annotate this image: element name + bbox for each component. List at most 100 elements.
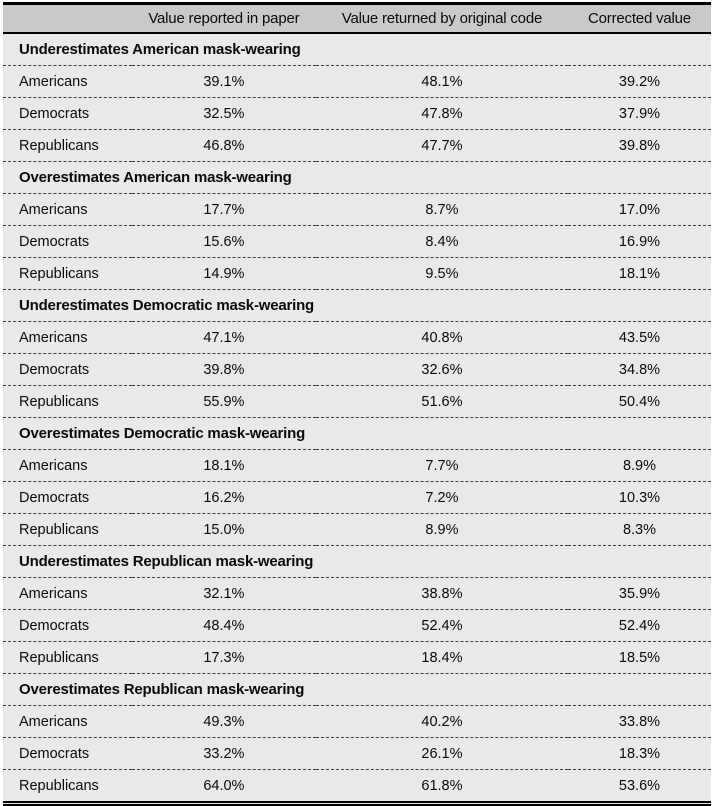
value-cell: 8.9% xyxy=(567,449,711,482)
row-label: Republicans xyxy=(3,129,132,162)
row-label: Democrats xyxy=(3,97,132,130)
value-cell: 39.2% xyxy=(567,65,711,98)
row-label: Democrats xyxy=(3,609,132,642)
value-cell: 32.6% xyxy=(315,353,568,386)
value-cell: 39.8% xyxy=(567,129,711,162)
header-row: Value reported in paper Value returned b… xyxy=(3,3,711,34)
value-cell: 48.1% xyxy=(315,65,568,98)
table-row: Republicans 17.3% 18.4% 18.5% xyxy=(3,641,711,674)
table-row: Democrats 48.4% 52.4% 52.4% xyxy=(3,609,711,642)
value-cell: 50.4% xyxy=(567,385,711,418)
section-title: Underestimates Democratic mask-wearing xyxy=(3,289,711,322)
value-cell: 16.2% xyxy=(131,481,316,514)
value-cell: 48.4% xyxy=(131,609,316,642)
value-cell: 55.9% xyxy=(131,385,316,418)
row-label: Americans xyxy=(3,65,132,98)
value-cell: 46.8% xyxy=(131,129,316,162)
row-label: Republicans xyxy=(3,513,132,546)
value-cell: 17.0% xyxy=(567,193,711,226)
value-cell: 38.8% xyxy=(315,577,568,610)
section-title: Overestimates Democratic mask-wearing xyxy=(3,417,711,450)
value-cell: 15.6% xyxy=(131,225,316,258)
value-cell: 53.6% xyxy=(618,777,661,794)
row-label: Republicans xyxy=(19,777,99,794)
value-cell: 40.8% xyxy=(315,321,568,354)
value-cell: 43.5% xyxy=(567,321,711,354)
row-label: Americans xyxy=(3,321,132,354)
table-row: Americans 49.3% 40.2% 33.8% xyxy=(3,705,711,738)
row-label: Republicans xyxy=(3,385,132,418)
section-title: Overestimates American mask-wearing xyxy=(3,161,711,194)
row-label: Republicans xyxy=(3,641,132,674)
value-cell: 8.9% xyxy=(315,513,568,546)
column-header-value-returned: Value returned by original code xyxy=(315,3,568,34)
column-header-blank xyxy=(3,3,132,34)
value-cell: 26.1% xyxy=(315,737,568,770)
table-row: Republicans 15.0% 8.9% 8.3% xyxy=(3,513,711,546)
row-label: Americans xyxy=(3,449,132,482)
value-cell: 18.3% xyxy=(567,737,711,770)
value-cell: 34.8% xyxy=(567,353,711,386)
results-table: Value reported in paper Value returned b… xyxy=(3,2,711,806)
value-cell: 47.1% xyxy=(131,321,316,354)
section-row: Underestimates Republican mask-wearing xyxy=(3,545,711,578)
value-cell: 7.2% xyxy=(315,481,568,514)
value-cell: 33.2% xyxy=(131,737,316,770)
table-row: Republicans 64.0% 61.8% 53.6% xyxy=(3,770,711,804)
table-row: Democrats 15.6% 8.4% 16.9% xyxy=(3,225,711,258)
section-row: Overestimates American mask-wearing xyxy=(3,161,711,194)
value-cell: 35.9% xyxy=(567,577,711,610)
section-row: Overestimates Democratic mask-wearing xyxy=(3,417,711,450)
row-label: Americans xyxy=(3,577,132,610)
value-cell: 16.9% xyxy=(567,225,711,258)
column-header-value-reported: Value reported in paper xyxy=(131,3,316,34)
value-cell: 18.4% xyxy=(315,641,568,674)
row-label: Republicans xyxy=(3,257,132,290)
section-row: Overestimates Republican mask-wearing xyxy=(3,673,711,706)
value-cell: 17.3% xyxy=(131,641,316,674)
row-label: Democrats xyxy=(3,353,132,386)
section-title: Underestimates Republican mask-wearing xyxy=(3,545,711,578)
value-cell: 47.7% xyxy=(315,129,568,162)
section-title: Overestimates Republican mask-wearing xyxy=(3,673,711,706)
value-cell: 52.4% xyxy=(567,609,711,642)
value-cell: 33.8% xyxy=(567,705,711,738)
row-label: Democrats xyxy=(3,481,132,514)
table-row: Americans 17.7% 8.7% 17.0% xyxy=(3,193,711,226)
table-row: Americans 32.1% 38.8% 35.9% xyxy=(3,577,711,610)
value-cell: 18.1% xyxy=(567,257,711,290)
value-cell: 17.7% xyxy=(131,193,316,226)
row-label: Democrats xyxy=(3,225,132,258)
value-cell: 8.7% xyxy=(315,193,568,226)
value-cell: 61.8% xyxy=(421,777,463,794)
section-row: Underestimates Democratic mask-wearing xyxy=(3,289,711,322)
table-row: Democrats 39.8% 32.6% 34.8% xyxy=(3,353,711,386)
value-cell: 7.7% xyxy=(315,449,568,482)
table-row: Americans 47.1% 40.8% 43.5% xyxy=(3,321,711,354)
table-header: Value reported in paper Value returned b… xyxy=(3,3,711,34)
value-cell: 8.4% xyxy=(315,225,568,258)
table-row: Democrats 16.2% 7.2% 10.3% xyxy=(3,481,711,514)
row-label: Americans xyxy=(3,193,132,226)
value-cell: 40.2% xyxy=(315,705,568,738)
value-cell: 10.3% xyxy=(567,481,711,514)
table-row: Democrats 32.5% 47.8% 37.9% xyxy=(3,97,711,130)
value-cell: 37.9% xyxy=(567,97,711,130)
row-label: Americans xyxy=(3,705,132,738)
section-title: Underestimates American mask-wearing xyxy=(3,33,711,66)
value-cell: 15.0% xyxy=(131,513,316,546)
table-row: Americans 18.1% 7.7% 8.9% xyxy=(3,449,711,482)
table-row: Americans 39.1% 48.1% 39.2% xyxy=(3,65,711,98)
table-row: Democrats 33.2% 26.1% 18.3% xyxy=(3,737,711,770)
value-cell: 51.6% xyxy=(315,385,568,418)
value-cell: 49.3% xyxy=(131,705,316,738)
row-label: Democrats xyxy=(3,737,132,770)
value-cell: 39.1% xyxy=(131,65,316,98)
value-cell: 18.5% xyxy=(567,641,711,674)
value-cell: 64.0% xyxy=(203,777,245,794)
column-header-corrected-value: Corrected value xyxy=(567,3,711,34)
value-cell: 32.5% xyxy=(131,97,316,130)
value-cell: 18.1% xyxy=(131,449,316,482)
value-cell: 14.9% xyxy=(131,257,316,290)
value-cell: 9.5% xyxy=(315,257,568,290)
